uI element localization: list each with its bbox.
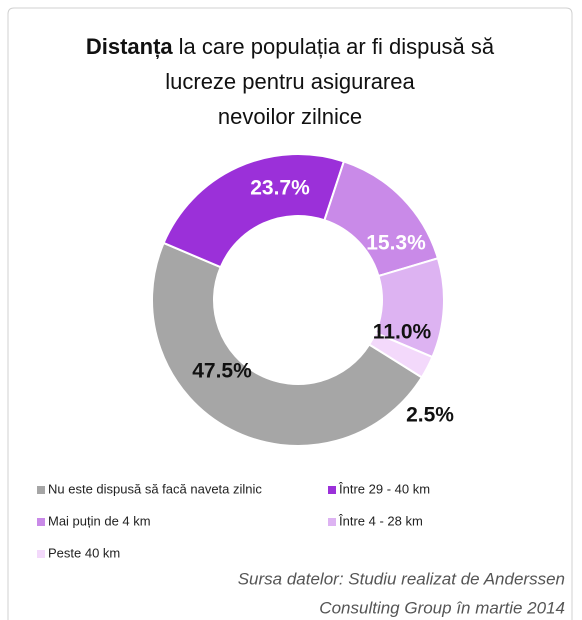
donut-slice xyxy=(323,160,440,278)
frame xyxy=(7,7,573,620)
data-label: 2.5% xyxy=(406,404,454,427)
legend-label: Între 4 - 28 km xyxy=(338,513,423,528)
legend-swatch xyxy=(328,486,336,494)
legend-label: Nu este dispusă să facă naveta zilnic xyxy=(48,481,262,496)
legend-swatch xyxy=(37,486,45,494)
source: Sursa datelor: Studiu realizat de Anders… xyxy=(238,569,565,588)
title-line: lucreze pentru asigurarea xyxy=(165,69,415,94)
title-line: la care populația ar fi dispusă să xyxy=(179,34,495,59)
legend-label: Între 29 - 40 km xyxy=(338,481,430,496)
legend-swatch xyxy=(37,518,45,526)
donut-slice xyxy=(151,241,424,447)
legend-swatch xyxy=(37,550,45,558)
source: Consulting Group în martie 2014 xyxy=(319,598,565,617)
legend-swatch xyxy=(328,518,336,526)
data-label: 23.7% xyxy=(250,177,310,200)
donut-slice xyxy=(162,153,346,269)
title-bold: Distanța xyxy=(86,34,174,59)
title-line: nevoilor zilnice xyxy=(218,104,362,129)
data-label: 11.0% xyxy=(373,321,432,344)
legend-label: Peste 40 km xyxy=(48,545,120,560)
donut-slice xyxy=(367,331,434,379)
data-label: 47.5% xyxy=(192,360,252,383)
chart-title: Distanța la care populația ar fi dispusă … xyxy=(86,34,495,59)
legend-label: Mai puțin de 4 km xyxy=(48,513,151,528)
data-label: 15.3% xyxy=(366,232,426,255)
